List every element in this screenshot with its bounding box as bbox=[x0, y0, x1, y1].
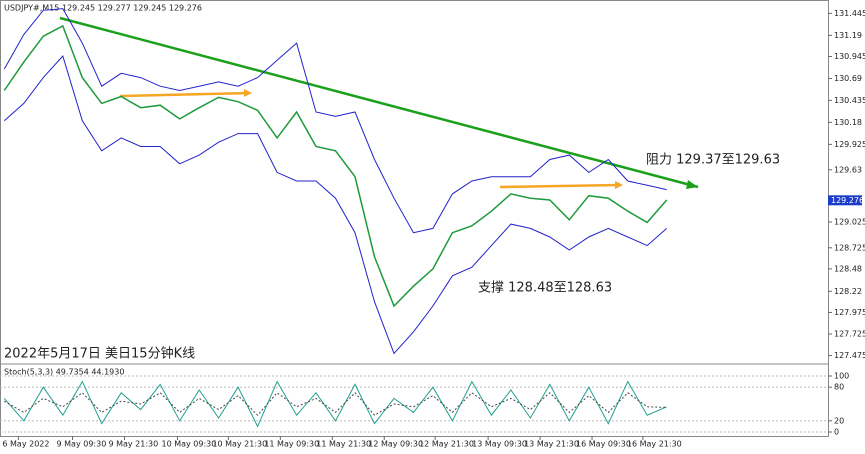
y-tick-label: 131.19 bbox=[834, 31, 862, 40]
date-note: 2022年5月17日 美日15分钟K线 bbox=[4, 346, 195, 362]
x-tick-label: 12 May 09:30 bbox=[368, 440, 423, 449]
x-tick-label: 12 May 21:30 bbox=[419, 440, 474, 449]
y-tick-label: 127.975 bbox=[834, 308, 865, 317]
stoch-line bbox=[3, 380, 667, 428]
support-note: 支撑 128.48至128.63 bbox=[478, 281, 612, 296]
y-tick-label: 129.025 bbox=[834, 217, 865, 226]
x-tick-label: 10 May 21:30 bbox=[212, 440, 267, 449]
y-tick-label: 131.445 bbox=[834, 9, 865, 18]
range-arrow-head bbox=[615, 181, 623, 189]
y-tick-label: 130.945 bbox=[834, 52, 865, 61]
x-tick-label: 10 May 09:30 bbox=[162, 440, 217, 449]
y-tick-label: 20 bbox=[834, 416, 844, 425]
y-tick-label: 130.18 bbox=[834, 118, 862, 127]
symbol-title: USDJPY#,M15 bbox=[4, 4, 59, 13]
price-marker bbox=[828, 195, 862, 206]
x-tick-label: 16 May 09:30 bbox=[576, 440, 631, 449]
stoch-line bbox=[4, 392, 667, 416]
y-tick-label: 100 bbox=[834, 372, 849, 381]
ohlc-values: 129.245 129.277 129.245 129.276 bbox=[62, 4, 202, 13]
band-line bbox=[3, 8, 667, 234]
y-tick-label: 127.475 bbox=[834, 351, 865, 360]
x-tick-label: 11 May 09:30 bbox=[264, 440, 319, 449]
band-line bbox=[3, 55, 668, 355]
x-tick-label: 13 May 09:30 bbox=[472, 440, 527, 449]
x-tick-label: 11 May 21:30 bbox=[316, 440, 371, 449]
y-tick-label: 128.22 bbox=[834, 287, 862, 296]
x-tick-label: 9 May 09:30 bbox=[57, 440, 107, 449]
y-tick-label: 130.435 bbox=[834, 96, 865, 105]
y-tick-label: 80 bbox=[834, 383, 844, 392]
price-marker-label: 129.276 bbox=[831, 196, 864, 205]
x-tick-label: 16 May 21:30 bbox=[627, 440, 682, 449]
frame bbox=[0, 0, 829, 437]
trend-arrow bbox=[686, 180, 698, 189]
trend-line bbox=[59, 16, 699, 189]
price-line bbox=[3, 24, 668, 308]
x-tick-label: 6 May 2022 bbox=[2, 440, 49, 449]
y-tick-label: 128.48 bbox=[834, 264, 862, 273]
y-tick-label: 0 bbox=[834, 428, 839, 437]
x-tick-label: 13 May 21:30 bbox=[524, 440, 579, 449]
range-arrow-head bbox=[244, 89, 252, 97]
y-tick-label: 129.925 bbox=[834, 140, 865, 149]
x-tick-label: 9 May 21:30 bbox=[108, 440, 158, 449]
range-arrow bbox=[119, 91, 251, 98]
y-tick-label: 129.63 bbox=[834, 165, 862, 174]
resistance-note: 阻力 129.37至129.63 bbox=[646, 153, 780, 168]
y-tick-label: 127.725 bbox=[834, 329, 865, 338]
y-tick-label: 130.69 bbox=[834, 74, 862, 83]
y-tick-label: 128.725 bbox=[834, 243, 865, 252]
stoch-title: Stoch(5,3,3) 49.7354 44.1930 bbox=[4, 368, 124, 377]
range-arrow bbox=[499, 183, 621, 189]
